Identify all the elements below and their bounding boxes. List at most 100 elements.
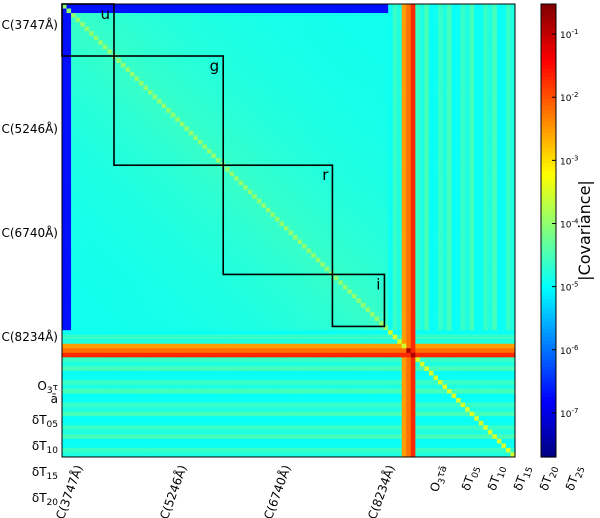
matrix-cell (166, 207, 172, 213)
matrix-cell (501, 216, 507, 222)
matrix-cell (62, 153, 67, 159)
matrix-cell (293, 171, 298, 177)
matrix-cell (392, 17, 398, 23)
matrix-cell (447, 180, 452, 186)
matrix-cell (347, 94, 353, 100)
matrix-cell (288, 144, 294, 150)
matrix-cell (392, 158, 398, 163)
matrix-cell (324, 17, 330, 23)
matrix-cell (62, 225, 67, 231)
matrix-cell (211, 103, 217, 109)
matrix-cell (211, 194, 217, 200)
matrix-cell (84, 225, 90, 231)
matrix-cell (487, 225, 493, 231)
matrix-cell (370, 62, 375, 68)
matrix-cell (388, 207, 394, 213)
matrix-cell (229, 135, 235, 141)
matrix-cell (351, 71, 357, 77)
matrix-cell (243, 67, 249, 73)
matrix-cell (311, 167, 317, 172)
matrix-cell (152, 99, 158, 105)
matrix-cell (84, 171, 90, 177)
matrix-cell (188, 62, 194, 68)
matrix-cell (374, 85, 380, 91)
matrix-cell (397, 103, 403, 109)
matrix-cell (315, 13, 321, 18)
matrix-cell (419, 148, 425, 154)
matrix-cell (437, 44, 443, 50)
matrix-cell (89, 71, 95, 77)
matrix-cell (211, 221, 217, 227)
matrix-cell (424, 35, 430, 41)
matrix-cell (270, 198, 276, 204)
matrix-cell (333, 4, 339, 9)
matrix-cell (383, 176, 389, 182)
matrix-cell (75, 135, 81, 141)
matrix-cell (297, 171, 303, 177)
matrix-cell (148, 198, 153, 204)
matrix-cell (274, 216, 280, 222)
matrix-cell (261, 144, 267, 150)
matrix-cell (279, 153, 285, 159)
matrix-cell (469, 139, 475, 145)
matrix-cell (179, 126, 185, 132)
matrix-cell (134, 171, 140, 177)
matrix-cell (170, 158, 176, 163)
matrix-cell (406, 94, 412, 100)
matrix-cell (311, 189, 317, 195)
matrix-cell (143, 117, 149, 123)
matrix-cell (225, 221, 230, 227)
matrix-cell (62, 40, 67, 46)
matrix-cell (406, 90, 412, 95)
matrix-cell (216, 144, 221, 150)
matrix-cell (406, 189, 412, 195)
matrix-cell (370, 203, 375, 209)
matrix-cell (428, 148, 434, 154)
matrix-cell (111, 221, 117, 227)
matrix-cell (351, 130, 357, 136)
matrix-cell (415, 4, 421, 9)
matrix-cell (306, 212, 312, 218)
matrix-cell (492, 62, 498, 68)
matrix-cell (442, 153, 448, 159)
matrix-cell (347, 99, 353, 105)
matrix-cell (406, 167, 412, 172)
matrix-cell (388, 203, 394, 209)
matrix-cell (297, 94, 303, 100)
matrix-cell (356, 4, 362, 9)
matrix-cell (161, 76, 167, 82)
matrix-cell (243, 31, 249, 37)
matrix-cell (107, 185, 113, 191)
matrix-cell (265, 139, 271, 145)
matrix-cell (243, 103, 249, 109)
matrix-cell (102, 67, 108, 73)
matrix-cell (279, 207, 285, 213)
matrix-cell (80, 94, 85, 100)
matrix-cell (247, 135, 253, 141)
matrix-cell (392, 90, 398, 95)
matrix-cell (197, 40, 203, 46)
matrix-cell (510, 31, 516, 37)
matrix-cell (261, 4, 267, 9)
matrix-cell (401, 167, 407, 172)
matrix-cell (460, 117, 466, 123)
matrix-cell (175, 58, 181, 64)
matrix-cell (84, 8, 90, 14)
matrix-cell (202, 8, 208, 14)
matrix-cell (184, 13, 190, 18)
matrix-cell (107, 62, 113, 68)
matrix-cell (333, 90, 339, 95)
matrix-cell (342, 126, 348, 132)
matrix-cell (98, 81, 104, 86)
matrix-cell (347, 212, 353, 218)
matrix-cell (456, 40, 461, 46)
matrix-cell (89, 144, 95, 150)
matrix-cell (216, 225, 221, 231)
matrix-cell (211, 26, 217, 32)
matrix-cell (175, 35, 181, 41)
matrix-cell (433, 53, 439, 59)
matrix-cell (188, 26, 194, 32)
matrix-cell (179, 203, 185, 209)
matrix-cell (139, 171, 144, 177)
matrix-cell (428, 108, 434, 114)
